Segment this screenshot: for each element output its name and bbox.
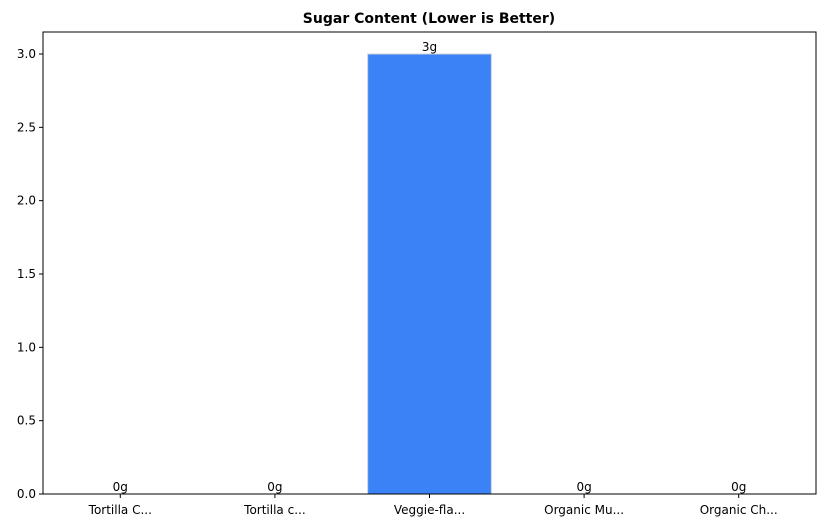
x-tick-label: Veggie-fla... — [394, 503, 465, 517]
y-tick-label: 0.0 — [17, 487, 36, 501]
bar-value-label: 0g — [576, 480, 591, 494]
x-tick-label: Tortilla c... — [243, 503, 305, 517]
bar-2 — [367, 53, 492, 495]
x-tick-label: Tortilla C... — [88, 503, 152, 517]
bars-layer: 0g 0g 3g 0g 0g — [113, 40, 746, 495]
y-tick-label: 1.5 — [17, 267, 36, 281]
chart-title: Sugar Content (Lower is Better) — [303, 11, 555, 27]
axes-frame — [42, 31, 817, 495]
y-tick-label: 1.0 — [17, 340, 36, 354]
x-tick-label: Organic Ch... — [700, 503, 778, 517]
y-tick-label: 0.5 — [17, 414, 36, 428]
y-tick-label: 2.0 — [17, 194, 36, 208]
bar-value-label: 0g — [267, 480, 282, 494]
bar-value-label: 0g — [731, 480, 746, 494]
y-tick-label: 2.5 — [17, 120, 36, 134]
x-tick-label: Organic Mu... — [544, 503, 624, 517]
bar-value-label: 0g — [113, 480, 128, 494]
y-tick-label: 3.0 — [17, 47, 36, 61]
bar-value-label: 3g — [422, 40, 437, 54]
axes-layer: Tortilla C... Tortilla c... Veggie-fla... O… — [17, 31, 817, 517]
